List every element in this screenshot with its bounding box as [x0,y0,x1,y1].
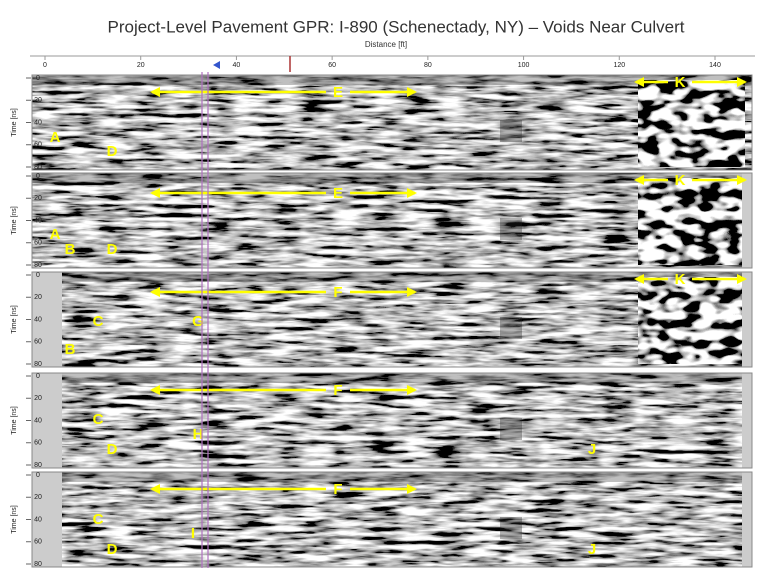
x-tick-label: 0 [43,62,47,69]
x-tick-label: 140 [709,62,721,69]
annotation-label: D [107,241,118,258]
y-tick-label: 0 [36,472,40,479]
y-tick-label: 40 [34,217,42,224]
y-axis-label: Time [ns] [11,108,18,137]
culvert-reflections [638,277,745,364]
y-tick-label: 80 [34,262,42,269]
y-tick-label: 80 [34,462,42,469]
radargram [32,373,752,468]
blank-strip [32,272,62,367]
y-tick-label: 40 [34,119,42,126]
y-tick-label: 60 [34,142,42,149]
y-tick-label: 60 [34,539,42,546]
y-tick-label: 40 [34,417,42,424]
y-tick-label: 80 [34,561,42,568]
annotation-label: K [675,271,686,288]
panel: Time [ns] 0 20 40 60 80 E A D K [11,74,753,171]
y-tick-label: 60 [34,240,42,247]
x-tick-label: 120 [613,62,625,69]
y-tick-label: 0 [36,373,40,380]
panel-frame [31,471,753,568]
culvert-reflections [638,80,745,167]
blank-strip [742,272,752,367]
annotation-label: B [65,241,76,258]
y-tick-label: 0 [36,75,40,82]
annotation-label: E [333,185,343,202]
void-reflection [500,317,522,339]
annotation-label: H [193,426,204,443]
y-tick-label: 20 [34,294,42,301]
annotation-label: C [93,411,104,428]
y-axis-label: Time [ns] [11,206,18,235]
blank-strip [742,373,752,468]
blank-strip [742,472,752,567]
annotation-label: D [107,441,118,458]
annotation-label: D [107,143,118,160]
surface-band [32,272,752,282]
void-reflection [500,418,522,440]
annotation-label: C [93,313,104,330]
blank-strip [742,173,752,268]
surface-band [32,173,752,183]
y-axis-label: Time [ns] [11,305,18,334]
x-tick-label: 20 [137,62,145,69]
y-axis-label: Time [ns] [11,406,18,435]
void-reflection [500,120,522,142]
surface-band [32,373,752,383]
annotation-label: F [333,481,342,498]
annotation-label: A [50,226,61,243]
panel-frame [31,372,753,469]
void-reflection [500,218,522,240]
y-tick-label: 20 [34,494,42,501]
annotation-label: K [675,172,686,189]
annotation-label: E [333,84,343,101]
surface-band [32,75,752,85]
y-tick-label: 60 [34,339,42,346]
radargram [32,472,752,567]
annotation-label: J [588,441,596,458]
y-tick-label: 80 [34,361,42,368]
panel-frame [31,271,753,368]
panel: Time [ns] 0 20 40 60 80 F C H D J [11,372,753,469]
y-axis-label: Time [ns] [11,505,18,534]
annotation-label: J [588,541,596,558]
annotation-label: C [93,511,104,528]
y-tick-label: 60 [34,440,42,447]
title: Project-Level Pavement GPR: I-890 (Schen… [108,17,685,36]
x-tick-label: 60 [328,62,336,69]
annotation-label: K [675,74,686,91]
panel-frame [31,74,753,171]
panel-frame [31,172,753,269]
y-tick-label: 20 [34,195,42,202]
y-tick-label: 40 [34,316,42,323]
annotation-label: A [50,129,61,146]
y-tick-label: 20 [34,395,42,402]
annotation-label: D [107,541,118,558]
annotation-label: G [192,313,204,330]
y-tick-label: 20 [34,97,42,104]
annotation-label: B [65,341,76,358]
x-tick-label: 80 [424,62,432,69]
void-reflection [500,517,522,539]
y-tick-label: 0 [36,173,40,180]
panel: Time [ns] 0 20 40 60 80 F C I D J [11,471,753,568]
culvert-reflections [638,178,745,265]
surface-band [32,472,752,482]
x-axis-label: Distance [ft] [365,40,407,49]
x-tick-label: 40 [233,62,241,69]
blank-strip [32,373,62,468]
panel: Time [ns] 0 20 40 60 80 F C G B K [11,271,753,368]
x-tick-label: 100 [518,62,530,69]
annotation-label: F [333,382,342,399]
panel: Time [ns] 0 20 40 60 80 E AB D K [11,172,753,269]
position-marker [213,61,220,69]
annotation-label: F [333,284,342,301]
y-tick-label: 80 [34,164,42,171]
y-tick-label: 0 [36,272,40,279]
blank-strip [32,472,62,567]
y-tick-label: 40 [34,516,42,523]
annotation-label: I [191,525,195,542]
